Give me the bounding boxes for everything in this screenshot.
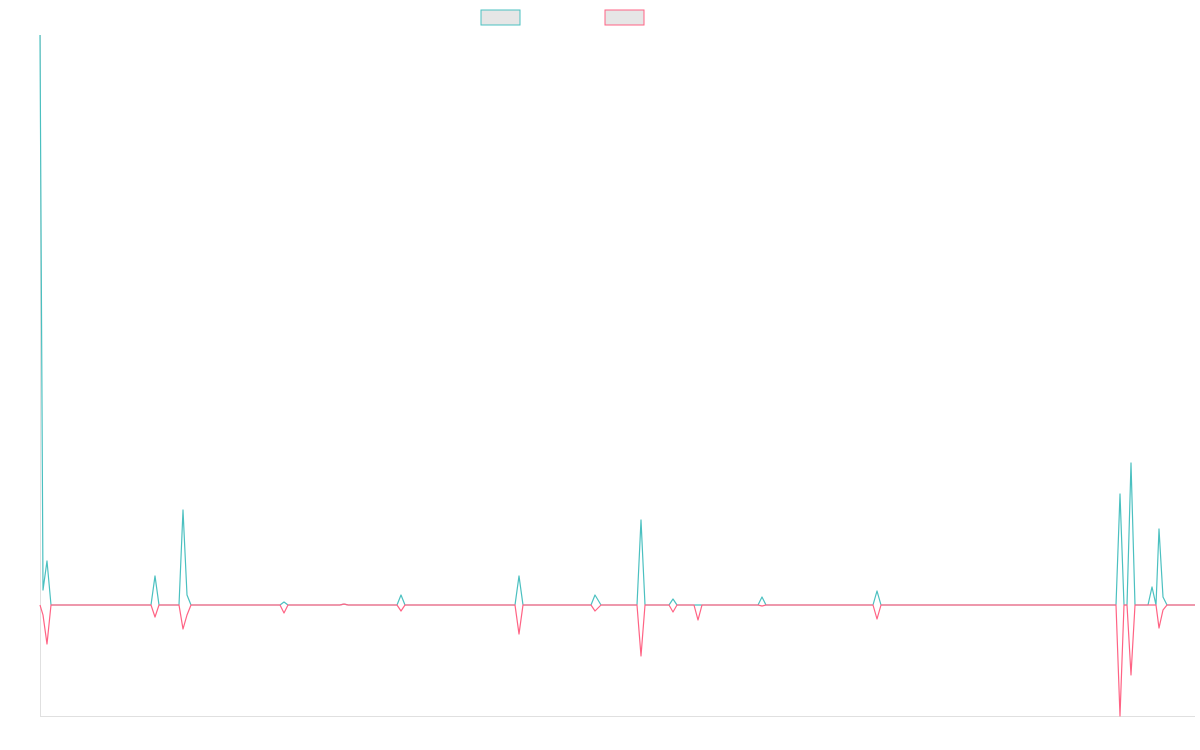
series-line (39, 34, 1195, 606)
legend (480, 9, 645, 26)
series-line (39, 603, 1195, 717)
legend-swatch (480, 9, 521, 26)
legend-swatch (604, 9, 645, 26)
